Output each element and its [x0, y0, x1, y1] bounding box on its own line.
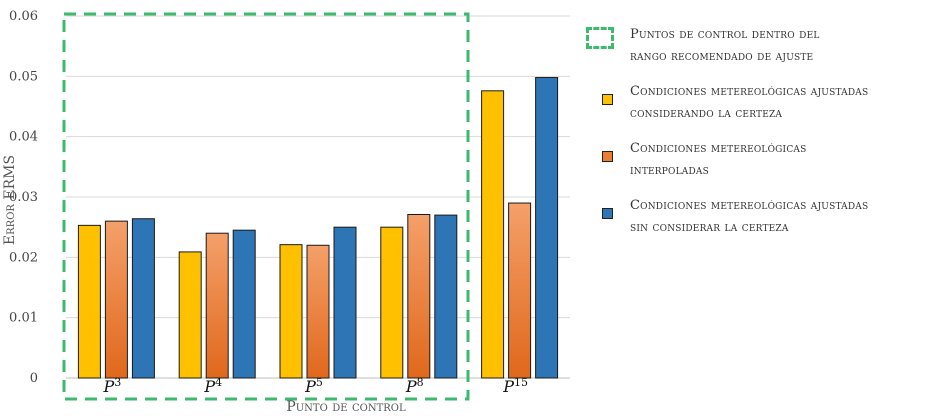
y-axis-ticks: 0 0.01 0.02 0.03 0.04 0.05 0.06: [9, 9, 38, 386]
legend-swatch-series-3: [602, 208, 613, 219]
y-tick-label: 0.01: [9, 311, 38, 326]
y-tick-label: 0.02: [9, 250, 38, 265]
highlight-region-box: [62, 12, 470, 401]
bar-2-P15: [508, 202, 532, 379]
x-tick-superscript: 3: [114, 376, 121, 389]
legend-label-highlight-1: Puntos de control dentro del: [630, 27, 820, 42]
x-axis-title: Punto de control: [286, 399, 406, 415]
x-tick-label: P15: [502, 376, 528, 396]
legend-swatch-series-1: [602, 94, 613, 105]
bar-3-P4: [232, 229, 256, 379]
x-tick-superscript: 15: [514, 376, 528, 389]
bar-2-P8: [407, 213, 431, 379]
legend-label-series-1a: Condiciones metereológicas ajustadas: [630, 84, 869, 99]
legend-item-highlight: Puntos de control dentro del rango recom…: [586, 24, 936, 68]
bar-1-P8: [380, 226, 404, 379]
bar-2-P3: [104, 220, 128, 379]
y-tick-label: 0.04: [9, 130, 38, 145]
legend-item-series-1: Condiciones metereológicas ajustadas con…: [586, 81, 936, 125]
legend-label-series-2b: interpoladas: [630, 163, 709, 178]
legend-swatch-dashed-box: [586, 27, 614, 49]
y-tick-label: 0: [30, 371, 38, 386]
bar-3-P5: [333, 226, 357, 379]
legend-label-series-2a: Condiciones metereológicas: [630, 141, 807, 156]
legend-item-series-3: Condiciones metereológicas ajustadas sin…: [586, 195, 936, 239]
legend-label-series-3b: sin considerar la certeza: [630, 220, 789, 235]
x-axis-category-labels: P3 P4 P5 P8 P15: [103, 376, 528, 396]
x-tick-label: P5: [304, 376, 323, 396]
y-tick-label: 0.06: [9, 9, 38, 24]
bar-1-P5: [279, 244, 303, 379]
legend-label-series-1b: considerando la certeza: [630, 106, 783, 121]
bar-1-P3: [77, 224, 101, 379]
bar-1-P15: [481, 90, 505, 379]
legend-swatch-series-2: [602, 151, 613, 162]
y-axis-title: Error ERMS: [2, 155, 18, 245]
x-tick-superscript: 5: [316, 376, 323, 389]
x-tick-superscript: 8: [417, 376, 424, 389]
bar-3-P3: [131, 218, 155, 379]
legend-label-series-3a: Condiciones metereológicas ajustadas: [630, 198, 869, 213]
bars: [77, 77, 559, 379]
bar-3-P15: [535, 77, 559, 379]
legend-label-highlight-2: rango recomendado de ajuste: [630, 49, 814, 64]
x-tick-label: P4: [203, 376, 222, 396]
bar-3-P8: [434, 214, 458, 379]
bar-2-P5: [306, 244, 330, 379]
y-tick-label: 0.03: [9, 190, 38, 205]
x-tick-superscript: 4: [215, 376, 222, 389]
y-tick-label: 0.05: [9, 69, 38, 84]
bar-1-P4: [178, 251, 202, 379]
legend-item-series-2: Condiciones metereológicas interpoladas: [586, 138, 936, 182]
legend: Puntos de control dentro del rango recom…: [586, 24, 936, 252]
bar-2-P4: [205, 232, 229, 379]
x-tick-label: P8: [405, 376, 424, 396]
x-tick-label: P3: [103, 376, 122, 396]
